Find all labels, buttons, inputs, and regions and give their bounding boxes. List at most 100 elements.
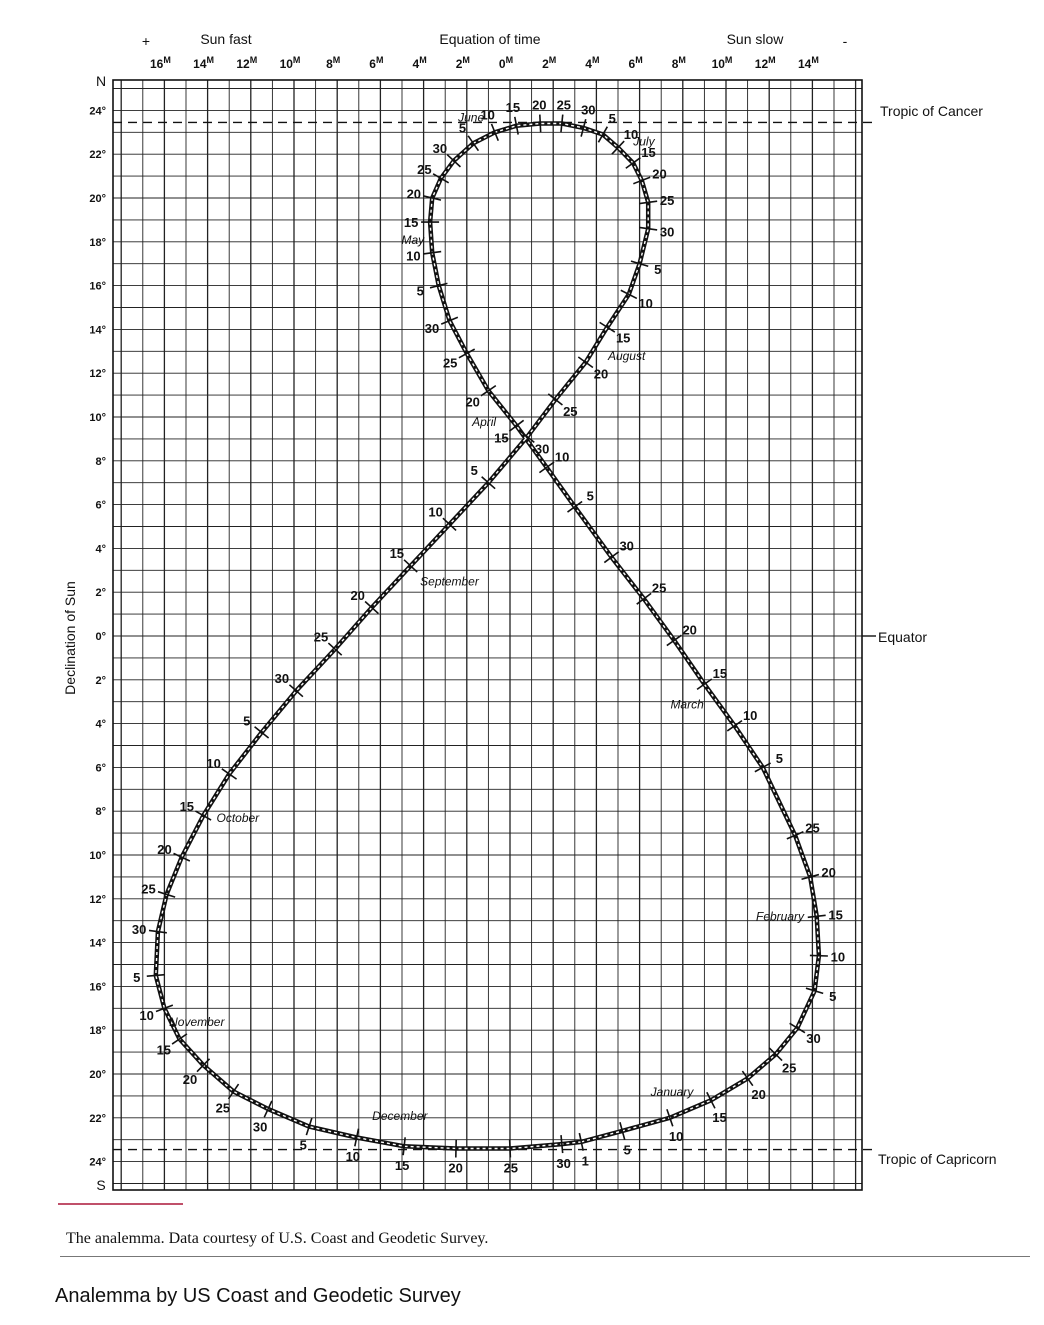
- day-label: 5: [609, 111, 616, 126]
- x-tick-label: 2M: [456, 55, 470, 71]
- x-tick-unit: M: [592, 55, 600, 65]
- date-mark: [364, 600, 379, 615]
- day-label: 5: [829, 989, 836, 1004]
- day-label: 15: [404, 215, 418, 230]
- month-label-october: October: [216, 811, 260, 825]
- date-mark: [639, 226, 658, 231]
- day-label: 25: [314, 629, 328, 644]
- day-label: 10: [669, 1129, 683, 1144]
- day-label: 5: [624, 1142, 631, 1157]
- x-tick-label: 8M: [326, 55, 340, 71]
- red-underline-mark: [58, 1203, 183, 1205]
- y-tick-label: 2°: [95, 675, 106, 687]
- date-mark: [706, 1091, 716, 1109]
- date-mark: [696, 678, 713, 691]
- equator-label: Equator: [878, 629, 927, 645]
- date-mark: [327, 642, 343, 656]
- day-label: 30: [425, 321, 439, 336]
- y-tick-label: 20°: [89, 1069, 106, 1081]
- y-tick-label: 16°: [89, 981, 106, 993]
- date-mark: [446, 154, 461, 168]
- day-label: 10: [743, 708, 757, 723]
- y-tick-label: 24°: [89, 1157, 106, 1169]
- date-mark: [458, 348, 476, 359]
- date-mark: [173, 852, 191, 862]
- x-tick-unit: M: [678, 55, 686, 65]
- day-label: 20: [821, 865, 835, 880]
- date-mark: [620, 289, 638, 300]
- y-tick-label: 22°: [89, 1113, 106, 1125]
- date-mark: [155, 1004, 174, 1013]
- x-tick-unit: M: [549, 55, 557, 65]
- x-tick-label: 14M: [798, 55, 819, 71]
- x-tick-unit: M: [293, 55, 301, 65]
- x-tick-unit: M: [376, 55, 384, 65]
- y-tick-label: 12°: [89, 894, 106, 906]
- date-mark: [480, 384, 497, 397]
- y-tick-label: 14°: [89, 938, 106, 950]
- x-tick-unit: M: [811, 55, 819, 65]
- month-label-december: December: [372, 1109, 428, 1123]
- y-tick-label: 6°: [95, 762, 106, 774]
- month-label-may: May: [401, 233, 425, 247]
- day-label: 30: [619, 539, 633, 554]
- date-mark: [227, 1083, 240, 1100]
- y-axis-label: Declination of Sun: [62, 581, 78, 695]
- date-mark: [432, 173, 450, 184]
- date-mark: [726, 719, 743, 732]
- day-label: 5: [471, 463, 478, 478]
- date-mark: [429, 282, 448, 289]
- date-mark: [195, 810, 212, 821]
- day-label: 30: [581, 103, 595, 118]
- day-label: 10: [406, 248, 420, 263]
- date-mark: [508, 1139, 512, 1158]
- date-mark: [578, 1132, 584, 1151]
- x-tick-unit: M: [635, 55, 643, 65]
- day-label: 15: [506, 100, 520, 115]
- day-label: 5: [459, 121, 466, 136]
- date-mark: [754, 762, 771, 773]
- day-label: 25: [782, 1061, 796, 1076]
- x-tick-label: 4M: [585, 55, 599, 71]
- date-mark: [148, 929, 167, 934]
- day-label: 5: [587, 489, 594, 504]
- month-label-february: February: [756, 910, 805, 924]
- day-label: 10: [624, 127, 638, 142]
- day-label: 25: [557, 98, 571, 113]
- day-label: 20: [157, 842, 171, 857]
- day-label: 15: [157, 1043, 171, 1058]
- date-mark: [538, 461, 555, 474]
- day-labels: 1510152025305101520255101520253051015202…: [132, 98, 845, 1176]
- date-mark: [560, 114, 564, 133]
- day-label: 20: [448, 1161, 462, 1176]
- x-tick-unit: M: [768, 55, 776, 65]
- day-label: 5: [776, 751, 783, 766]
- month-label-april: April: [471, 415, 496, 429]
- date-mark: [768, 1047, 783, 1062]
- day-label: 10: [206, 756, 220, 771]
- date-mark: [508, 419, 525, 432]
- month-label-march: March: [670, 697, 704, 711]
- x-tick-unit: M: [163, 55, 171, 65]
- date-mark: [481, 476, 496, 490]
- x-tick-labels: 16M 14M 12M 10M 8M 6M 4M 2M 0M 2M 4M 6M 8M 10M 12M 14M: [150, 55, 819, 71]
- date-mark: [440, 316, 459, 325]
- date-mark: [625, 157, 641, 169]
- y-tick-label: 16°: [89, 281, 106, 293]
- day-label: 20: [407, 187, 421, 202]
- grid: [112, 79, 863, 1191]
- y-tick-label: 4°: [95, 543, 106, 555]
- day-label: 10: [831, 949, 845, 964]
- x-tick-label: 2M: [542, 55, 556, 71]
- x-tick-label: 8M: [672, 55, 686, 71]
- y-tick-label: 10°: [89, 412, 106, 424]
- figure-caption: The analemma. Data courtesy of U.S. Coas…: [66, 1230, 489, 1247]
- day-label: 25: [805, 821, 819, 836]
- date-mark: [263, 1100, 273, 1118]
- date-mark: [801, 873, 820, 880]
- y-tick-label: 6°: [95, 500, 106, 512]
- south-label: S: [96, 1177, 105, 1193]
- y-tick-label: 8°: [95, 806, 106, 818]
- date-mark: [171, 1033, 188, 1045]
